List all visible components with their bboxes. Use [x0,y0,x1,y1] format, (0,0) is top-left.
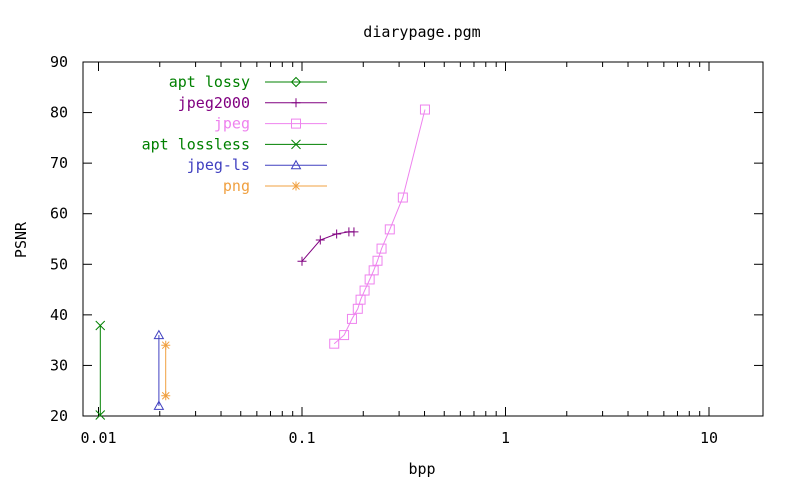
series-jpeg [329,104,430,349]
y-axis-label: PSNR [12,221,30,258]
legend-item: jpeg [214,115,327,133]
legend-label: jpeg [214,115,250,133]
legend-item: png [223,177,327,195]
legend-item: jpeg-ls [187,156,327,174]
legend-item: jpeg2000 [178,94,327,112]
legend-item: apt lossy [169,73,327,91]
y-tick-label: 70 [50,154,68,172]
y-tick-label: 60 [50,205,68,223]
x-tick-label: 1 [501,429,510,447]
y-tick-label: 30 [50,356,68,374]
data-series [95,104,430,420]
x-axis-label: bpp [408,460,435,478]
legend-label: jpeg-ls [187,156,250,174]
x-tick-label: 0.1 [288,429,315,447]
x-tick-label: 10 [700,429,718,447]
legend-label: apt lossless [142,135,250,153]
x-tick-label: 0.01 [80,429,116,447]
y-tick-label: 90 [50,53,68,71]
plot-frame [82,61,764,417]
y-tick-label: 80 [50,104,68,122]
legend-label: jpeg2000 [178,94,250,112]
y-tick-label: 20 [50,407,68,425]
series-jpeg2000 [297,227,359,266]
legend-item: apt lossless [142,135,327,153]
x-axis-ticks: 0.01 0.1 1 10 [80,62,718,447]
series-png [161,340,171,401]
legend-label: png [223,177,250,195]
legend: apt lossy jpeg2000 jpeg apt lossless jpeg-ls… [142,73,327,195]
series-apt-lossless [95,320,106,420]
legend-label: apt lossy [169,73,250,91]
chart-title: diarypage.pgm [363,23,480,41]
y-tick-label: 40 [50,306,68,324]
y-axis-ticks: 20 30 40 50 60 70 80 90 [50,53,763,425]
series-jpeg-ls [153,329,165,410]
y-tick-label: 50 [50,255,68,273]
